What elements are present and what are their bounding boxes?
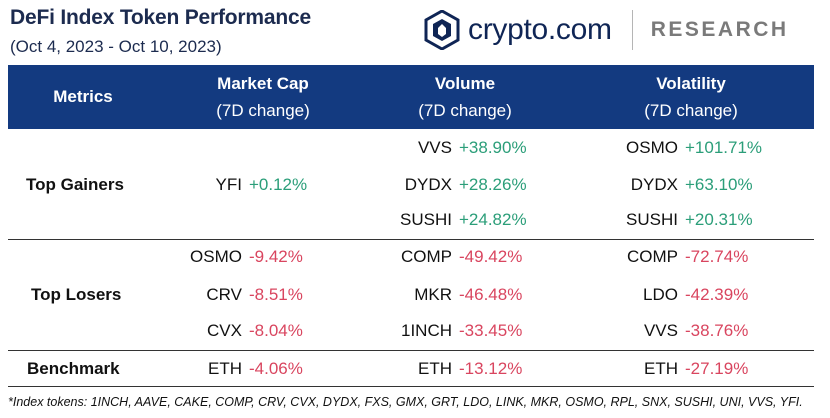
footnote: *Index tokens: 1INCH, AAVE, CAKE, COMP, … xyxy=(8,395,803,409)
table-cell: VVS -38.76% xyxy=(643,321,749,340)
row-label-top-gainers: Top Gainers xyxy=(26,175,124,194)
header-volatility: Volatility (7D change) xyxy=(644,73,738,120)
table-cell: MKR -46.48% xyxy=(414,285,523,304)
row-divider xyxy=(8,239,814,240)
table-cell: OSMO -9.42% xyxy=(190,247,303,266)
table-cell: ETH -27.19% xyxy=(644,359,749,378)
row-divider xyxy=(8,350,814,351)
table-cell: DYDX +28.26% xyxy=(404,175,527,194)
table-cell: DYDX +63.10% xyxy=(630,175,753,194)
table-cell: CVX -8.04% xyxy=(207,321,303,340)
table-header: Metrics Market Cap (7D change) Volume (7… xyxy=(8,65,814,129)
header-volume: Volume (7D change) xyxy=(418,73,512,120)
table-cell: YFI +0.12% xyxy=(215,175,308,194)
table-cell: COMP -72.74% xyxy=(627,247,749,266)
table-cell: COMP -49.42% xyxy=(401,247,523,266)
table-cell: SUSHI +24.82% xyxy=(400,210,527,229)
table-cell: OSMO +101.71% xyxy=(626,138,763,157)
table-cell: CRV -8.51% xyxy=(206,285,303,304)
page-title: DeFi Index Token Performance xyxy=(10,6,311,29)
brand-logo: crypto.com RESEARCH xyxy=(424,8,789,52)
header-metrics: Metrics xyxy=(53,87,113,107)
page-subtitle: (Oct 4, 2023 - Oct 10, 2023) xyxy=(10,37,222,56)
cryptocom-lion-shield-icon xyxy=(424,10,460,50)
table-cell: 1INCH -33.45% xyxy=(400,321,523,340)
logo-divider xyxy=(631,10,633,50)
table-cell: SUSHI +20.31% xyxy=(626,210,753,229)
table-cell: LDO -42.39% xyxy=(643,285,749,304)
row-label-benchmark: Benchmark xyxy=(27,359,120,378)
row-label-top-losers: Top Losers xyxy=(31,285,122,304)
brand-name: crypto.com xyxy=(468,13,612,46)
row-divider xyxy=(8,386,814,387)
table-cell: VVS +38.90% xyxy=(417,138,527,157)
table-cell: ETH -13.12% xyxy=(418,359,523,378)
table-cell: ETH -4.06% xyxy=(208,359,303,378)
brand-division: RESEARCH xyxy=(650,18,789,41)
header-market-cap: Market Cap (7D change) xyxy=(216,73,310,120)
